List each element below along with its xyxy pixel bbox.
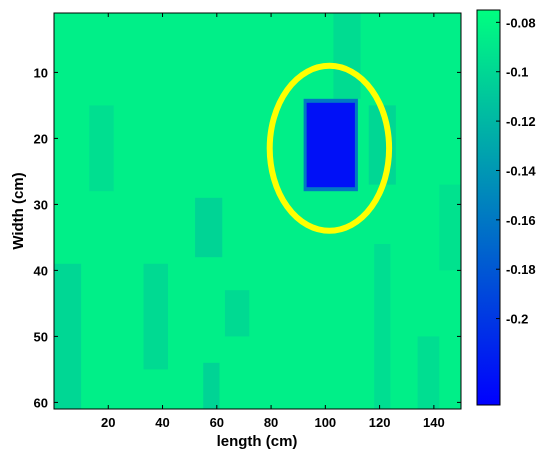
x-tick-label: 140: [423, 415, 445, 430]
x-tick-label: 80: [264, 415, 278, 430]
x-tick-label: 20: [101, 415, 115, 430]
heatmap-cell: [89, 105, 114, 192]
heatmap-background: [54, 13, 461, 409]
highlight-ellipse: [266, 62, 393, 234]
plot-frame: [53, 12, 462, 410]
colorbar-tick-label: -0.1: [506, 65, 528, 80]
y-tick-label: 30: [34, 197, 48, 212]
y-tick-label: 20: [34, 131, 48, 146]
heatmap-cell: [195, 197, 223, 258]
colorbar-tick-label: -0.18: [506, 262, 536, 277]
x-axis-label: length (cm): [217, 433, 298, 450]
y-tick-label: 60: [34, 395, 48, 410]
heatmap-cell: [333, 13, 361, 99]
heatmap-plot-area: [54, 13, 461, 409]
heatmap-cell: [439, 184, 461, 271]
y-axis-label: Width (cm): [10, 172, 27, 249]
heatmap-cell: [224, 290, 250, 337]
heatmap-cell: [417, 336, 440, 409]
heatmap-cell: [143, 263, 168, 370]
colorbar-tick-label: -0.14: [506, 163, 536, 178]
colorbar-ticks: -0.08 -0.1 -0.12 -0.14 -0.16 -0.18 -0.2: [496, 15, 536, 327]
x-tick-label: 60: [210, 415, 224, 430]
heatmap-cell: [374, 244, 391, 409]
y-tick-label: 50: [34, 329, 48, 344]
x-tick-label: 40: [155, 415, 169, 430]
x-axis-ticks: 20 40 60 80 100 120 140: [101, 13, 445, 430]
y-tick-label: 10: [34, 65, 48, 80]
anomaly-region: [306, 102, 355, 188]
heatmap-cell: [54, 263, 82, 409]
y-tick-label: 40: [34, 263, 48, 278]
colorbar: [476, 9, 501, 406]
y-axis-ticks: 10 20 30 40 50 60: [34, 65, 461, 410]
heatmap-cell: [203, 362, 220, 409]
x-tick-label: 120: [369, 415, 391, 430]
colorbar-tick-label: -0.12: [506, 114, 536, 129]
x-tick-label: 100: [314, 415, 336, 430]
colorbar-tick-label: -0.2: [506, 312, 528, 327]
colorbar-tick-label: -0.16: [506, 213, 536, 228]
colorbar-tick-label: -0.08: [506, 15, 536, 30]
